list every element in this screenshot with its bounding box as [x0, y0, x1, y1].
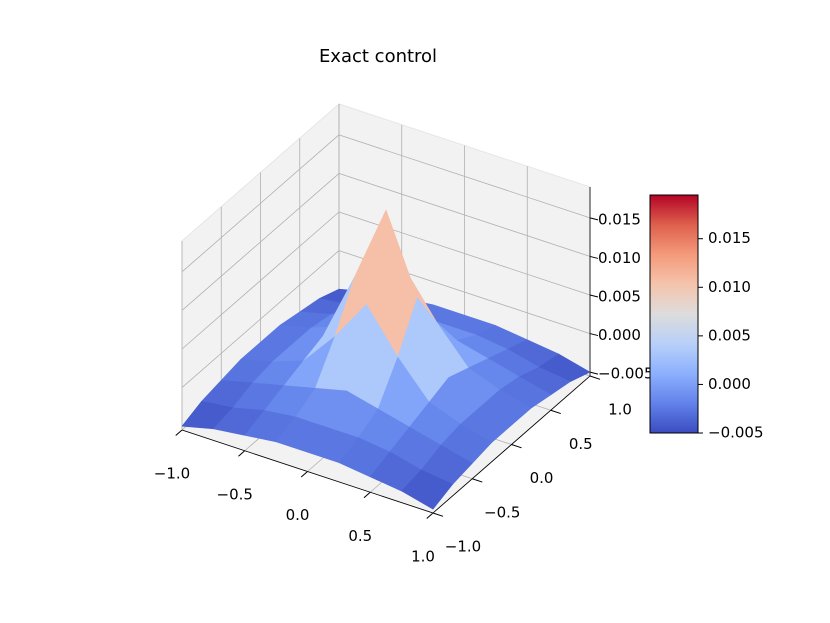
y-tick — [432, 512, 444, 517]
grid-line — [338, 173, 591, 257]
x-tick-label: −1.0 — [154, 465, 190, 483]
z-tick-label: 0.005 — [598, 288, 641, 306]
x-tick — [175, 429, 183, 436]
z-tick-label: −0.005 — [598, 365, 654, 383]
x-tick — [426, 512, 434, 519]
x-tick — [300, 471, 308, 478]
y-tick-label: −0.5 — [484, 503, 520, 521]
grid-line — [181, 211, 340, 350]
grid-line — [181, 173, 340, 311]
colorbar-tick-label: 0.000 — [708, 375, 751, 393]
x-tick-label: 1.0 — [411, 548, 435, 566]
y-tick-label: 0.0 — [530, 469, 554, 487]
grid-line — [181, 250, 340, 388]
z-tick — [589, 217, 599, 221]
y-tick-label: 0.5 — [569, 435, 593, 453]
z-tick — [589, 294, 599, 298]
colorbar-tick-label: 0.010 — [708, 278, 751, 296]
x-tick-label: 0.0 — [286, 506, 310, 524]
z-tick — [589, 255, 599, 259]
x-tick — [238, 450, 246, 457]
surface — [181, 209, 591, 510]
chart-title: Exact control — [319, 46, 437, 67]
y-tick — [589, 375, 601, 380]
x-tick — [363, 491, 371, 499]
y-tick — [511, 444, 522, 449]
colorbar-tick-label: 0.005 — [708, 326, 751, 344]
grid-line — [181, 134, 340, 273]
axis-line — [432, 375, 591, 514]
grid-line — [338, 134, 591, 219]
y-tick-label: −1.0 — [445, 538, 481, 556]
colorbar — [649, 194, 699, 434]
z-tick-label: 0.000 — [598, 326, 641, 344]
axis-line — [181, 429, 434, 514]
x-tick-label: 0.5 — [348, 527, 372, 545]
z-tick-label: 0.010 — [598, 249, 641, 267]
colorbar-tick-label: −0.005 — [708, 424, 764, 442]
y-tick-label: 1.0 — [608, 401, 632, 419]
colorbar-tick-label: 0.015 — [708, 229, 751, 247]
z-tick-label: 0.015 — [598, 210, 641, 228]
z-tick — [589, 333, 599, 337]
z-tick — [589, 371, 599, 375]
y-tick — [472, 478, 483, 483]
y-tick — [550, 409, 561, 415]
surface-patch — [401, 469, 453, 510]
x-tick-label: −0.5 — [217, 485, 253, 503]
